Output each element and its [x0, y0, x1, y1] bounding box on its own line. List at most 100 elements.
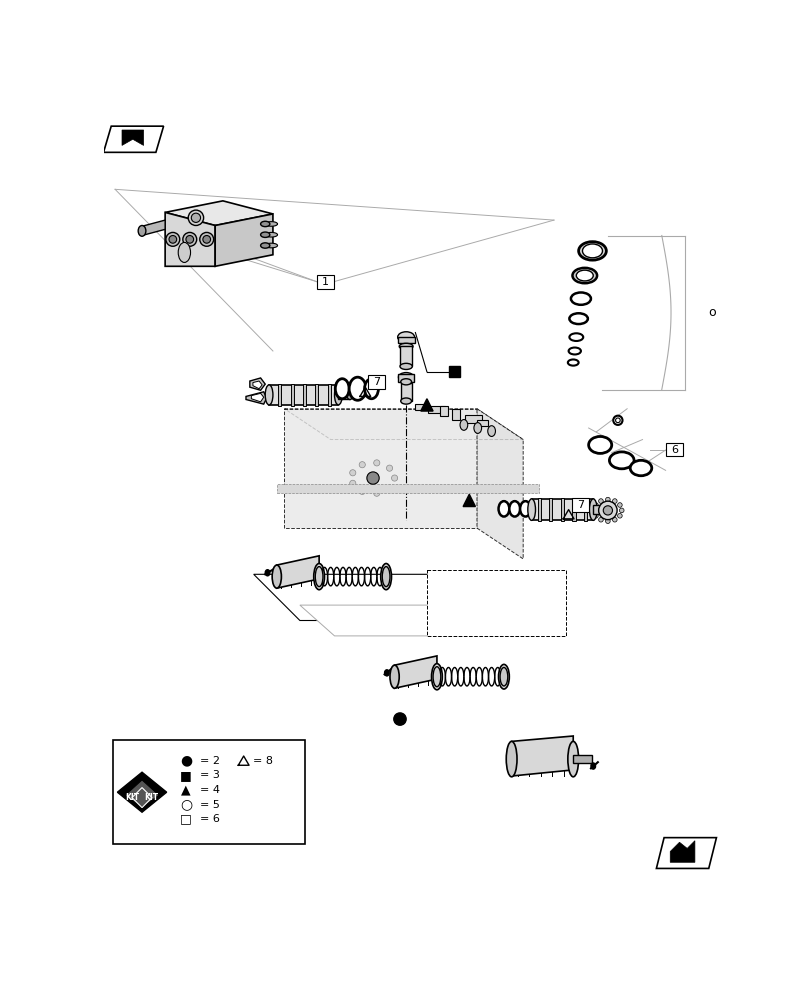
Text: ■: ■: [180, 769, 191, 782]
Bar: [401, 383, 411, 401]
Bar: [572, 498, 589, 512]
Bar: [560, 498, 564, 521]
Circle shape: [611, 499, 616, 503]
Ellipse shape: [260, 232, 269, 237]
Circle shape: [191, 213, 200, 222]
Ellipse shape: [260, 221, 269, 227]
Ellipse shape: [334, 385, 341, 405]
Text: o: o: [707, 306, 714, 319]
Circle shape: [169, 235, 177, 243]
Circle shape: [358, 488, 365, 494]
Bar: [338, 391, 350, 399]
Circle shape: [598, 501, 616, 520]
Ellipse shape: [349, 377, 366, 400]
Bar: [452, 409, 460, 420]
Ellipse shape: [474, 423, 481, 433]
Circle shape: [617, 503, 621, 507]
Ellipse shape: [399, 343, 413, 349]
Circle shape: [186, 235, 193, 243]
Ellipse shape: [588, 436, 611, 453]
Circle shape: [612, 416, 622, 425]
Circle shape: [593, 513, 598, 518]
Circle shape: [591, 508, 595, 513]
Text: □: □: [180, 813, 191, 826]
Circle shape: [188, 210, 204, 225]
Polygon shape: [253, 574, 538, 620]
Bar: [277, 484, 538, 493]
Ellipse shape: [629, 460, 651, 476]
Polygon shape: [284, 409, 476, 528]
Polygon shape: [511, 736, 573, 776]
Circle shape: [358, 462, 365, 468]
Polygon shape: [215, 214, 272, 266]
Ellipse shape: [567, 359, 578, 366]
Ellipse shape: [527, 499, 534, 520]
Ellipse shape: [567, 741, 578, 777]
Polygon shape: [251, 393, 264, 402]
Circle shape: [393, 713, 406, 725]
Ellipse shape: [581, 244, 602, 258]
Ellipse shape: [389, 665, 399, 688]
Circle shape: [603, 506, 611, 515]
Text: KIT: KIT: [144, 793, 158, 802]
Ellipse shape: [498, 501, 508, 517]
Ellipse shape: [335, 379, 349, 399]
Ellipse shape: [505, 741, 517, 777]
Ellipse shape: [382, 567, 389, 587]
Polygon shape: [246, 392, 267, 404]
Bar: [476, 420, 487, 426]
Text: = 4: = 4: [200, 785, 220, 795]
Bar: [303, 384, 306, 406]
Polygon shape: [277, 556, 319, 588]
Ellipse shape: [612, 455, 629, 466]
Polygon shape: [165, 212, 215, 266]
Bar: [537, 498, 540, 521]
Bar: [290, 384, 294, 406]
Polygon shape: [299, 605, 538, 636]
Bar: [268, 385, 338, 405]
Ellipse shape: [346, 390, 353, 400]
Ellipse shape: [397, 332, 414, 343]
Bar: [593, 505, 605, 514]
Circle shape: [605, 519, 609, 523]
Polygon shape: [669, 841, 694, 862]
Ellipse shape: [487, 426, 495, 436]
Bar: [415, 404, 426, 410]
Circle shape: [367, 472, 379, 484]
Circle shape: [615, 418, 620, 423]
Ellipse shape: [313, 564, 324, 590]
Bar: [327, 384, 330, 406]
Circle shape: [598, 517, 603, 522]
Ellipse shape: [431, 664, 442, 690]
Circle shape: [617, 513, 621, 518]
Text: 6: 6: [671, 445, 677, 455]
Bar: [573, 755, 592, 763]
Text: = 5: = 5: [200, 800, 220, 810]
Circle shape: [350, 480, 355, 486]
Ellipse shape: [590, 763, 594, 769]
Bar: [549, 498, 551, 521]
Ellipse shape: [401, 398, 411, 404]
Ellipse shape: [576, 270, 593, 281]
Ellipse shape: [265, 385, 272, 405]
Circle shape: [350, 470, 355, 476]
Circle shape: [598, 499, 603, 503]
Circle shape: [619, 508, 624, 513]
Text: = 2: = 2: [200, 756, 220, 766]
Text: ●: ●: [179, 754, 191, 768]
Polygon shape: [103, 126, 163, 152]
Text: = 3: = 3: [200, 770, 220, 780]
Circle shape: [373, 460, 380, 466]
Ellipse shape: [384, 670, 388, 676]
Ellipse shape: [589, 499, 596, 520]
Circle shape: [200, 232, 213, 246]
Polygon shape: [118, 772, 166, 812]
Circle shape: [611, 517, 616, 522]
Ellipse shape: [572, 268, 596, 283]
Ellipse shape: [400, 363, 412, 369]
Ellipse shape: [568, 348, 580, 354]
Polygon shape: [462, 494, 475, 507]
Polygon shape: [250, 378, 265, 390]
Ellipse shape: [569, 313, 587, 324]
Circle shape: [605, 497, 609, 502]
